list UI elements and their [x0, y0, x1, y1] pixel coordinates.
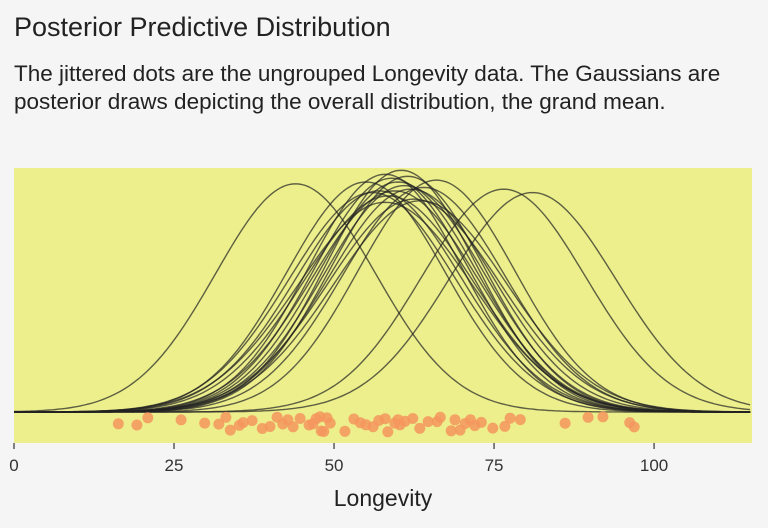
data-point	[264, 421, 276, 432]
data-point	[449, 414, 461, 426]
x-axis-label: Longevity	[334, 485, 433, 511]
data-point	[382, 426, 394, 438]
data-point	[514, 414, 526, 426]
data-point	[224, 424, 236, 436]
data-point	[407, 413, 419, 424]
data-point	[582, 411, 594, 423]
x-tick-label: 100	[640, 456, 668, 475]
data-point	[559, 417, 571, 429]
chart-title: Posterior Predictive Distribution	[14, 12, 391, 42]
gaussian-curve-19	[14, 201, 751, 413]
data-point	[324, 417, 336, 429]
x-tick-label: 0	[9, 456, 18, 475]
data-point	[175, 414, 187, 426]
x-tick-label: 75	[485, 456, 504, 475]
data-point	[287, 421, 299, 433]
data-point	[237, 417, 249, 429]
x-tick-label: 25	[165, 456, 184, 475]
data-point	[628, 421, 640, 433]
data-point	[487, 422, 499, 434]
data-point	[318, 426, 330, 437]
data-point	[199, 417, 211, 429]
data-point	[475, 416, 487, 428]
x-tick-label: 50	[325, 456, 344, 475]
data-point	[142, 412, 154, 424]
data-point	[246, 415, 258, 427]
chart-subtitle: The jittered dots are the ungrouped Long…	[14, 61, 721, 114]
data-point	[597, 411, 609, 423]
data-point	[213, 418, 225, 430]
data-point	[379, 413, 391, 425]
plot-panel	[14, 168, 752, 443]
data-point	[339, 425, 351, 437]
data-point	[131, 419, 143, 431]
data-point	[434, 411, 446, 423]
gaussian-curve-18	[14, 198, 751, 413]
gaussian-curve-0	[14, 183, 751, 413]
data-point	[422, 416, 434, 428]
data-point	[112, 418, 124, 430]
data-point	[445, 425, 457, 437]
data-point	[499, 420, 511, 432]
data-point	[504, 412, 516, 424]
data-point	[294, 413, 306, 424]
data-point	[414, 422, 426, 434]
data-point	[220, 411, 232, 423]
